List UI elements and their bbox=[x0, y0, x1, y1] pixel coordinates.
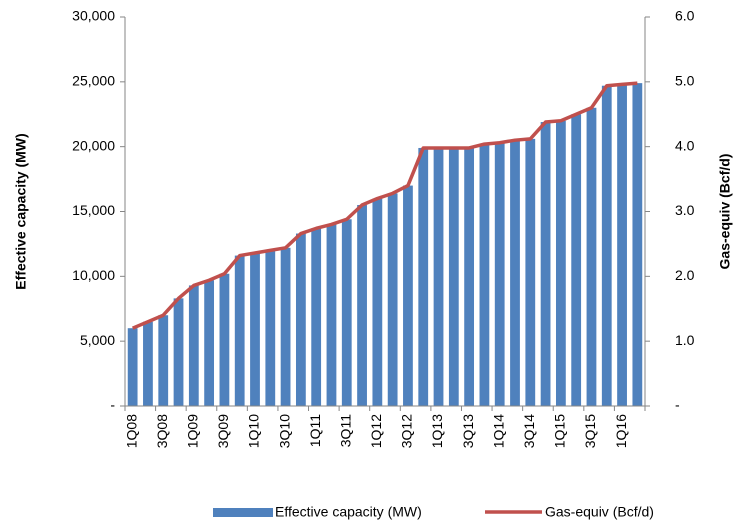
y-tick-label: 10,000 bbox=[72, 267, 115, 283]
bar bbox=[540, 122, 551, 406]
bar bbox=[295, 233, 306, 406]
line bbox=[131, 81, 638, 330]
bar bbox=[464, 147, 475, 407]
bar bbox=[143, 321, 153, 406]
x-tick-label: 3Q09 bbox=[215, 414, 231, 448]
bar bbox=[525, 138, 536, 407]
bar bbox=[479, 144, 490, 406]
bar bbox=[173, 298, 184, 406]
bar bbox=[311, 228, 322, 406]
bar bbox=[494, 142, 505, 406]
y2-tick-label: 6.0 bbox=[675, 8, 695, 24]
bar bbox=[418, 147, 429, 407]
x-tick-label: 1Q11 bbox=[307, 414, 323, 447]
x-tick-label: 3Q08 bbox=[154, 414, 170, 448]
y-tick-label: 25,000 bbox=[72, 73, 115, 89]
legend-swatch bbox=[213, 508, 273, 517]
bar bbox=[601, 85, 612, 407]
x-tick-label: 1Q12 bbox=[368, 414, 384, 448]
x-tick-label: 3Q15 bbox=[582, 414, 598, 448]
x-tick-label: 3Q11 bbox=[337, 414, 353, 447]
y2-axis-title: Gas-equiv (Bcf/d) bbox=[717, 154, 733, 270]
y-tick-label: 15,000 bbox=[72, 202, 115, 218]
x-tick-label: 1Q08 bbox=[123, 414, 139, 448]
bar bbox=[234, 255, 245, 406]
bar bbox=[326, 224, 337, 406]
bar bbox=[265, 250, 276, 406]
legend-label: Effective capacity (MW) bbox=[275, 504, 422, 520]
y-tick-label: 5,000 bbox=[80, 332, 115, 348]
legend-label: Gas-equiv (Bcf/d) bbox=[545, 504, 654, 520]
bar bbox=[571, 114, 582, 406]
bar bbox=[586, 107, 597, 407]
x-tick-label: 1Q15 bbox=[552, 414, 568, 448]
x-tick-label: 3Q10 bbox=[276, 414, 292, 448]
x-tick-label: 1Q13 bbox=[429, 414, 445, 448]
x-tick-label: 1Q09 bbox=[185, 414, 201, 448]
bar bbox=[127, 328, 138, 406]
y2-tick-label: 1.0 bbox=[675, 332, 695, 348]
y-tick-label: 30,000 bbox=[72, 8, 115, 24]
x-tick-label: 3Q13 bbox=[460, 414, 476, 448]
y-tick-label: 20,000 bbox=[72, 137, 115, 153]
bar bbox=[219, 273, 230, 406]
x-tick-label: 1Q10 bbox=[246, 414, 262, 448]
bar bbox=[433, 147, 444, 407]
bar bbox=[250, 252, 260, 406]
y-tick-label: - bbox=[110, 397, 115, 413]
y-axis-title: Effective capacity (MW) bbox=[13, 133, 29, 289]
bar bbox=[387, 193, 398, 406]
bar bbox=[158, 315, 169, 406]
bar bbox=[357, 205, 367, 406]
y2-tick-label: 3.0 bbox=[675, 202, 695, 218]
x-tick-label: 1Q16 bbox=[613, 414, 629, 448]
bar bbox=[341, 219, 352, 406]
bar bbox=[188, 285, 199, 406]
bar bbox=[372, 198, 383, 406]
bar bbox=[555, 120, 566, 406]
bar bbox=[204, 280, 215, 406]
x-tick-label: 3Q14 bbox=[521, 414, 537, 448]
y2-tick-label: 5.0 bbox=[675, 73, 695, 89]
bar bbox=[280, 247, 291, 406]
x-tick-label: 1Q14 bbox=[490, 414, 506, 448]
y2-tick-label: 4.0 bbox=[675, 137, 695, 153]
y2-tick-label: 2.0 bbox=[675, 267, 695, 283]
bar bbox=[510, 140, 520, 406]
bar bbox=[632, 83, 643, 406]
bar bbox=[448, 147, 459, 407]
bar bbox=[403, 185, 413, 406]
y2-tick-label: - bbox=[675, 397, 680, 413]
x-tick-label: 3Q12 bbox=[399, 414, 415, 448]
bar bbox=[617, 84, 627, 406]
